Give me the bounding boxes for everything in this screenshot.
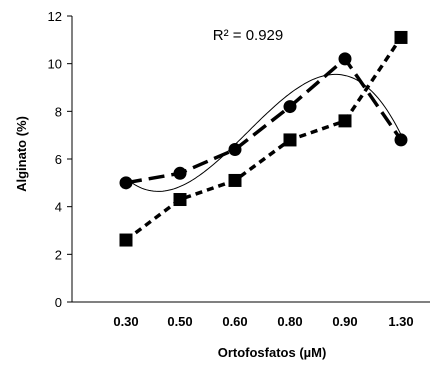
x-tick-label: 0.60 [222, 314, 247, 329]
y-axis: 0 2 4 6 8 10 12 [48, 9, 73, 310]
y-tick-label: 12 [48, 9, 62, 24]
data-point-circle [338, 52, 352, 66]
series-line-1 [125, 56, 403, 185]
data-point-square [119, 233, 133, 247]
data-point-circle [119, 176, 133, 190]
y-tick-label: 6 [55, 152, 62, 167]
y-tick-label: 8 [55, 104, 62, 119]
x-axis: 0.30 0.50 0.60 0.80 0.90 1.30 [72, 301, 430, 329]
data-point-square [173, 193, 187, 207]
data-point-square [338, 114, 352, 128]
y-axis-title: Alginato (%) [14, 116, 29, 192]
x-axis-title: Ortofosfatos (µM) [218, 345, 327, 360]
y-tick-label: 10 [48, 57, 62, 72]
r-squared-annotation: R² = 0.929 [213, 27, 283, 44]
data-point-circle [283, 100, 297, 114]
x-tick-label: 0.90 [332, 314, 357, 329]
y-tick-label: 2 [55, 247, 62, 262]
data-point-square [228, 173, 242, 187]
data-point-circle [173, 166, 187, 180]
x-tick-label: 0.80 [277, 314, 302, 329]
data-point-circle [394, 133, 408, 147]
data-point-square [283, 133, 297, 147]
trendline [125, 73, 402, 192]
x-tick-label: 0.30 [113, 314, 138, 329]
data-point-square [394, 30, 408, 44]
x-tick-label: 0.50 [167, 314, 192, 329]
x-tick-label: 1.30 [388, 314, 413, 329]
data-point-circle [228, 142, 242, 156]
series-line-2 [124, 36, 403, 242]
series-group [119, 30, 408, 247]
y-tick-label: 4 [55, 200, 62, 215]
y-tick-label: 0 [55, 295, 62, 310]
